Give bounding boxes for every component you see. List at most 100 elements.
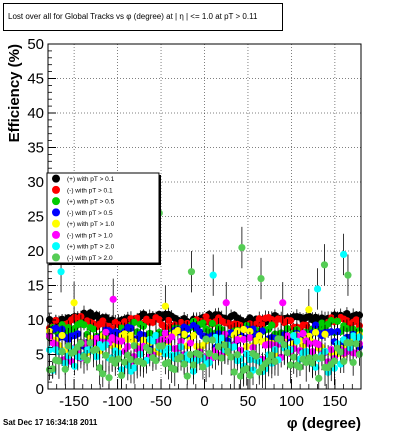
y-tick-label: 5: [36, 347, 44, 364]
data-point: [49, 365, 57, 373]
y-tick-label: 40: [27, 105, 44, 122]
data-point: [155, 316, 163, 324]
legend-marker: [52, 197, 60, 206]
data-point: [265, 357, 273, 365]
data-point: [355, 350, 364, 358]
data-point: [230, 368, 238, 376]
data-point: [99, 370, 107, 378]
data-point: [315, 374, 323, 382]
data-point: [327, 328, 335, 336]
data-point: [183, 325, 191, 333]
data-point: [61, 365, 69, 373]
legend-entry: (+) with pT > 0.1: [67, 176, 115, 183]
data-point: [130, 342, 138, 350]
data-point: [312, 353, 320, 362]
legend-marker: [52, 219, 60, 228]
data-point: [83, 356, 91, 364]
data-point: [224, 347, 232, 356]
data-point: [279, 299, 287, 307]
data-point: [268, 351, 276, 359]
data-point: [183, 372, 191, 380]
data-point: [352, 340, 360, 348]
data-point: [52, 324, 60, 332]
data-point: [105, 374, 113, 382]
data-point: [343, 309, 351, 318]
data-point: [340, 357, 348, 366]
chart-title: Lost over all for Global Tracks vs φ (de…: [3, 3, 283, 31]
data-point: [313, 285, 322, 293]
x-tick-label: 0: [200, 393, 208, 410]
data-point: [327, 316, 335, 325]
data-point: [186, 350, 195, 359]
data-point: [352, 316, 360, 324]
data-point: [189, 361, 198, 369]
data-point: [240, 325, 248, 334]
data-point: [296, 363, 304, 371]
data-point: [252, 352, 260, 360]
data-point: [186, 339, 195, 347]
x-tick-label: 100: [279, 393, 304, 410]
data-point: [205, 349, 213, 358]
legend: (+) with pT > 0.1 (-) with pT > 0.1 (+) wi…: [46, 172, 161, 265]
data-point: [290, 331, 298, 340]
legend-entry: (-) with pT > 2.0: [67, 255, 113, 262]
legend-entry: (-) with pT > 0.1: [67, 187, 113, 194]
legend-marker: [52, 185, 60, 194]
data-point: [187, 268, 196, 276]
x-tick-label: 50: [240, 393, 257, 410]
data-point: [117, 371, 126, 379]
y-axis-label: Efficiency (%): [6, 44, 23, 142]
data-point: [233, 351, 241, 359]
data-point: [308, 359, 317, 367]
legend-entry: (+) with pT > 2.0: [67, 244, 115, 251]
data-point: [286, 317, 295, 325]
legend-entry: (-) with pT > 1.0: [67, 232, 113, 239]
data-point: [208, 336, 216, 344]
data-point: [255, 315, 263, 323]
data-point: [199, 319, 207, 327]
legend-box: [46, 172, 160, 264]
data-point: [221, 341, 229, 349]
y-tick-label: 25: [27, 209, 44, 226]
data-point: [305, 306, 313, 314]
data-point: [211, 352, 220, 361]
axes: 0 5 10 15 20 25 30 35 40 45 50 -150 -100 -50 0 50 100 150…: [6, 36, 362, 432]
data-point: [152, 331, 160, 340]
data-point: [161, 302, 169, 310]
legend-marker: [52, 230, 60, 239]
data-point: [299, 329, 307, 338]
data-point: [277, 335, 285, 343]
data-point: [139, 359, 148, 368]
data-point: [218, 334, 226, 342]
data-point: [189, 331, 198, 340]
data-point: [243, 365, 251, 373]
data-point: [96, 364, 104, 372]
y-tick-label: 10: [27, 312, 44, 329]
data-point: [340, 250, 348, 259]
data-point: [344, 271, 352, 279]
x-tick-label: -50: [150, 393, 172, 410]
data-point: [257, 275, 265, 283]
data-point: [337, 348, 345, 356]
legend-marker: [52, 253, 60, 262]
data-point: [321, 330, 329, 338]
y-tick-label: 15: [27, 278, 44, 295]
y-tick-label: 35: [27, 140, 44, 157]
data-point: [227, 353, 235, 361]
timestamp: Sat Dec 17 16:34:18 2011: [3, 418, 98, 427]
data-point: [127, 331, 135, 340]
data-point: [312, 321, 320, 329]
x-tick-label: 150: [322, 393, 347, 410]
y-tick-label: 30: [27, 174, 44, 191]
data-point: [177, 353, 185, 361]
data-point: [127, 356, 135, 364]
data-point: [315, 340, 323, 349]
data-point: [146, 346, 154, 355]
data-point: [171, 365, 179, 374]
data-point: [64, 324, 72, 332]
x-axis-label: φ (degree): [287, 415, 361, 432]
data-point: [349, 358, 357, 367]
data-point: [109, 295, 117, 303]
legend-entry: (-) with pT > 0.5: [67, 210, 113, 217]
data-point: [168, 333, 176, 341]
